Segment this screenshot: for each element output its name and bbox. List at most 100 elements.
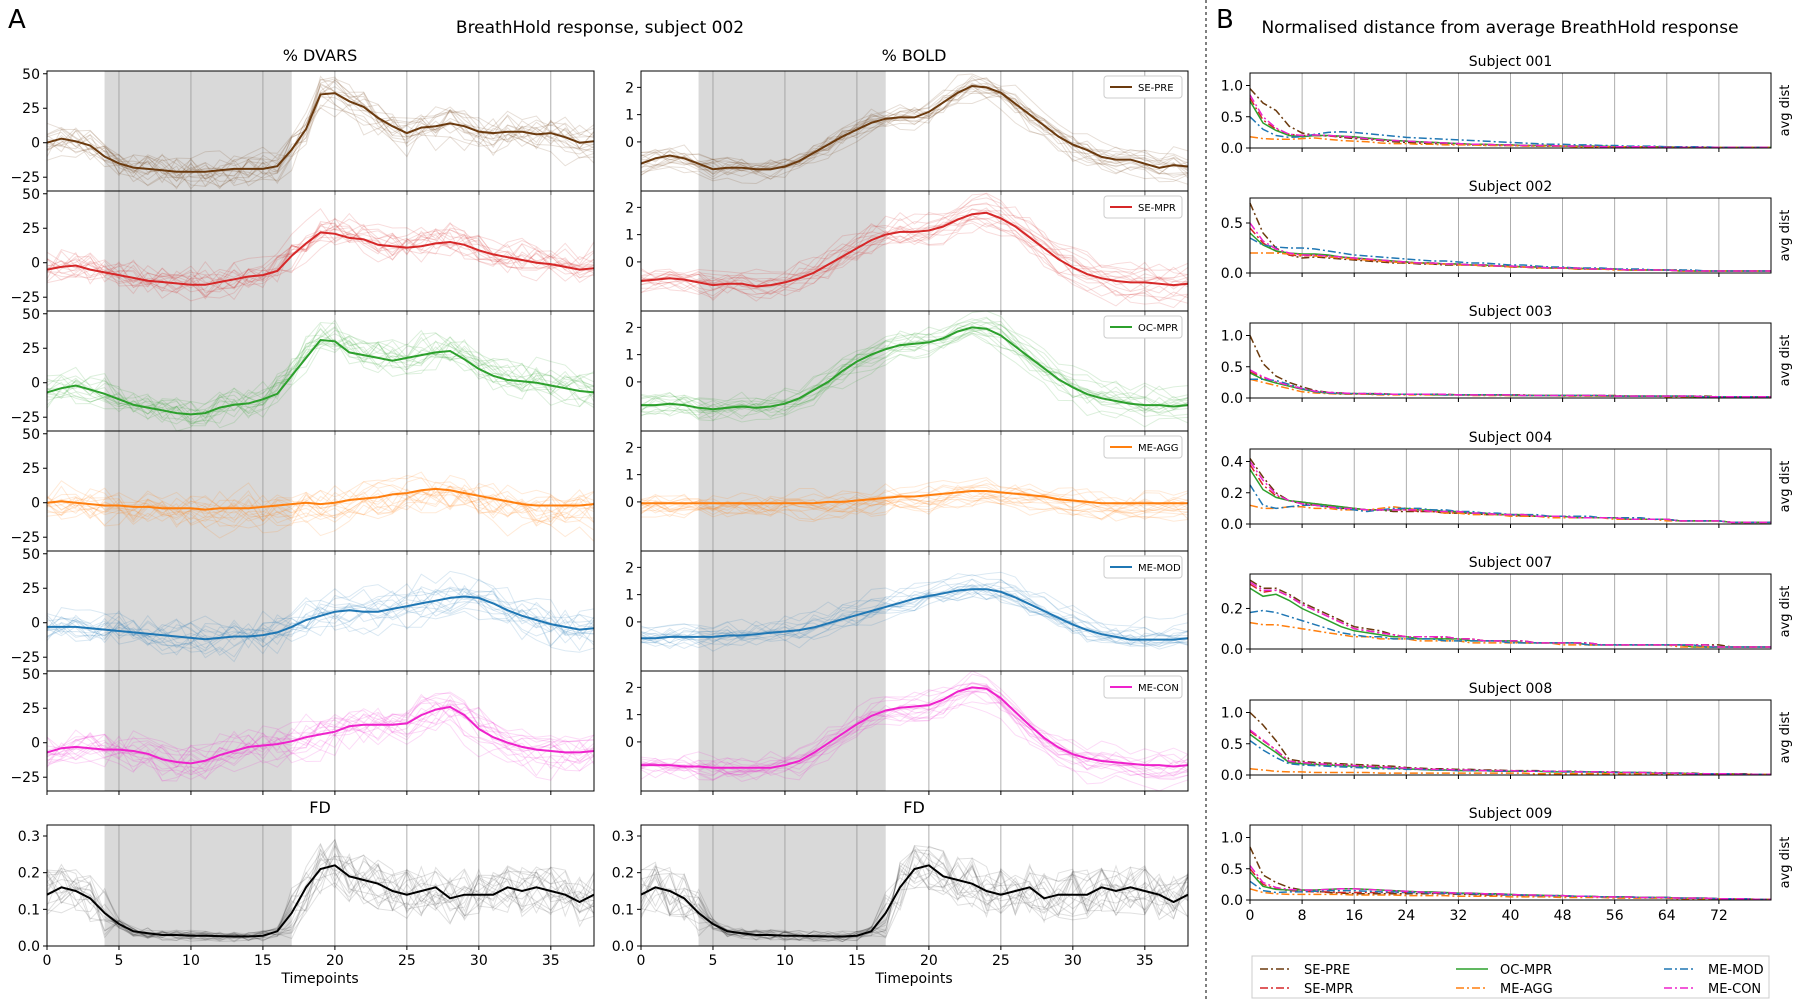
subject-trace <box>640 321 1189 421</box>
subject-trace <box>640 578 1189 640</box>
subject-trace <box>640 90 1189 176</box>
subject-trace <box>640 703 1189 792</box>
mean-line-se-pre-bold <box>640 84 1189 171</box>
y-axis-label-avg-dist: avg dist <box>1778 210 1793 262</box>
distance-line-me-con <box>1249 222 1771 272</box>
subject-trace <box>46 321 595 415</box>
y-tick-label: 0.5 <box>1221 737 1243 753</box>
subject-trace <box>46 79 595 177</box>
y-tick-label: 0.0 <box>1221 141 1243 157</box>
y-tick-label: 25 <box>22 461 40 477</box>
x-tick-label: 30 <box>470 953 488 969</box>
subject-trace <box>46 852 595 941</box>
y-tick-label: 0 <box>31 256 40 272</box>
x-tick-label: 25 <box>992 953 1010 969</box>
breathhold-shading <box>104 191 292 311</box>
subject-title: Subject 003 <box>1469 304 1553 320</box>
distance-line-me-agg <box>1250 252 1771 272</box>
mean-line-me-agg-dvars <box>46 487 595 511</box>
subject-trace <box>46 488 595 528</box>
mean-line-se-mpr-bold <box>640 211 1189 288</box>
subject-trace <box>46 587 595 645</box>
mean-line-me-con-bold <box>641 686 1189 769</box>
subject-trace <box>46 609 595 658</box>
subject-trace <box>46 703 595 782</box>
subject-trace <box>46 329 595 422</box>
mean-line-oc-mpr-dvars <box>46 338 595 416</box>
subject-trace <box>640 86 1189 179</box>
subject-trace <box>46 503 595 542</box>
subject-trace <box>640 690 1189 778</box>
distance-line-me-mod <box>1249 609 1771 648</box>
subject-trace <box>640 77 1189 175</box>
subject-title: Subject 008 <box>1469 681 1553 697</box>
subject-trace <box>46 848 595 941</box>
subject-trace <box>46 844 595 940</box>
subject-trace <box>640 573 1189 636</box>
subject-trace <box>46 588 595 642</box>
subject-trace <box>46 336 595 425</box>
breathhold-shading <box>104 551 292 671</box>
subject-trace <box>640 682 1189 769</box>
subject-trace <box>640 483 1189 508</box>
subject-trace <box>640 685 1189 777</box>
subject-trace <box>46 691 595 765</box>
legend-label: ME-AGG <box>1500 982 1553 997</box>
y-tick-label: 0 <box>31 616 40 632</box>
subject-trace <box>46 862 595 942</box>
legend-box <box>1251 955 1770 999</box>
subject-trace <box>46 227 595 289</box>
y-tick-label: 0.5 <box>1221 360 1243 376</box>
breathhold-shading <box>698 431 886 551</box>
y-tick-label: 0 <box>31 736 40 752</box>
subject-trace <box>640 851 1189 942</box>
y-tick-label: 0.0 <box>1221 517 1243 533</box>
subject-trace <box>46 491 595 529</box>
y-tick-label: 0.2 <box>612 866 634 882</box>
subject-trace <box>46 485 595 531</box>
x-tick-label: 24 <box>1397 908 1415 924</box>
x-tick-label: 5 <box>709 953 718 969</box>
legend-label: ME-AGG <box>1138 443 1179 454</box>
subject-trace <box>46 474 595 510</box>
subject-trace <box>46 342 595 419</box>
subject-trace <box>640 583 1189 644</box>
y-tick-label: 2 <box>625 200 634 216</box>
legend-box <box>1103 435 1183 459</box>
legend-label: SE-MPR <box>1304 982 1353 997</box>
subject-trace <box>640 486 1189 516</box>
subject-trace <box>640 73 1189 174</box>
subject-trace <box>46 328 595 425</box>
breathhold-shading <box>698 191 886 311</box>
y-axis-label-avg-dist: avg dist <box>1778 85 1793 137</box>
subject-trace <box>640 673 1189 773</box>
y-tick-label: −25 <box>10 170 40 186</box>
subject-trace <box>46 224 595 289</box>
y-tick-label: 0 <box>31 136 40 152</box>
subject-trace <box>640 82 1189 185</box>
y-tick-label: 0 <box>31 496 40 512</box>
y-tick-label: −25 <box>10 770 40 786</box>
subject-trace <box>640 332 1189 419</box>
subject-trace <box>640 689 1189 776</box>
x-tick-label: 10 <box>182 953 200 969</box>
y-tick-label: 1 <box>625 708 634 724</box>
subject-trace <box>46 695 595 757</box>
subject-trace <box>46 487 595 524</box>
axes-frame <box>46 670 595 792</box>
subject-trace <box>640 489 1189 516</box>
subject-trace <box>640 218 1189 302</box>
subject-trace <box>640 327 1189 416</box>
panel-b-title: Normalised distance from average BreathH… <box>1261 18 1738 38</box>
distance-line-me-agg <box>1249 621 1771 648</box>
distance-line-me-mod <box>1249 237 1771 272</box>
subject-trace <box>640 849 1189 938</box>
x-tick-label: 30 <box>1064 953 1082 969</box>
subject-trace <box>46 843 595 941</box>
subject-trace <box>640 83 1189 172</box>
subject-trace <box>640 687 1189 779</box>
subject-trace <box>640 327 1189 412</box>
y-tick-label: 1.0 <box>1221 831 1243 847</box>
y-tick-label: 0.0 <box>1221 391 1243 407</box>
breathhold-shading <box>104 311 292 431</box>
